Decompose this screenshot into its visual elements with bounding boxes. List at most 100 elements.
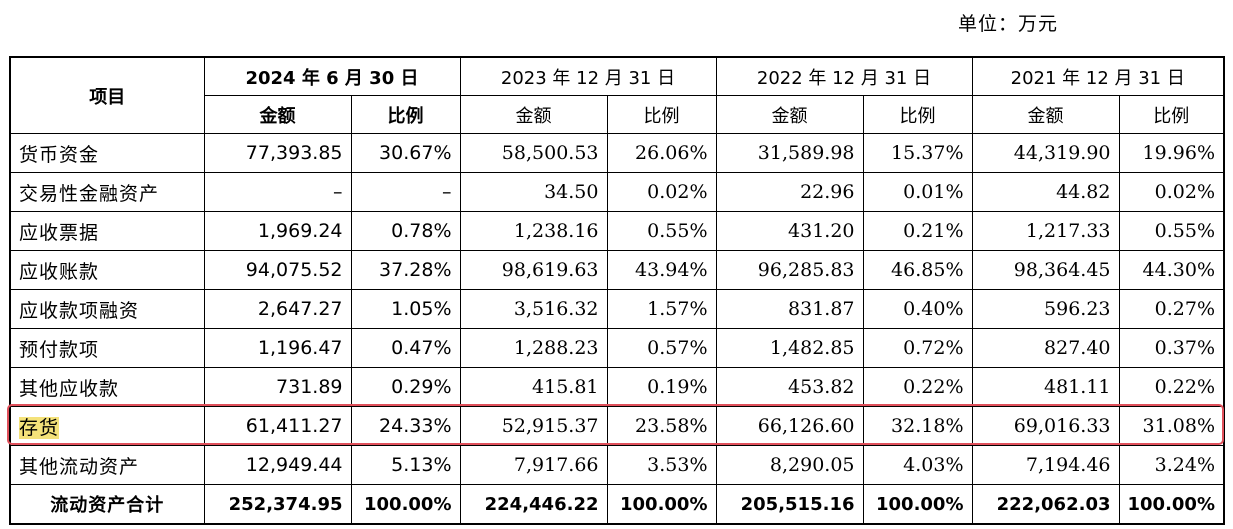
cell-amount: 1,288.23 bbox=[459, 328, 608, 368]
cell-amount: 431.20 bbox=[715, 211, 864, 251]
header-ratio: 比例 bbox=[862, 95, 973, 134]
cell-ratio: 0.55% bbox=[606, 211, 717, 251]
cell-amount: 58,500.53 bbox=[459, 133, 608, 173]
cell-ratio: 4.03% bbox=[862, 445, 973, 485]
cell-ratio: 26.06% bbox=[606, 133, 717, 173]
row-label: 预付款项 bbox=[9, 328, 205, 368]
cell-ratio: 46.85% bbox=[862, 250, 973, 290]
cell-ratio: 24.33% bbox=[350, 406, 461, 446]
header-item: 项目 bbox=[9, 56, 205, 134]
cell-ratio: 37.28% bbox=[350, 250, 461, 290]
cell-amount: – bbox=[203, 172, 352, 212]
row-label: 货币资金 bbox=[9, 133, 205, 173]
cell-amount: 44,319.90 bbox=[971, 133, 1120, 173]
cell-amount: 596.23 bbox=[971, 289, 1120, 329]
row-label: 其他流动资产 bbox=[9, 445, 205, 485]
table-row: 交易性金融资产 – – 34.50 0.02% 22.96 0.01% 44.8… bbox=[9, 172, 1225, 212]
cell-ratio: 15.37% bbox=[862, 133, 973, 173]
cell-amount: 252,374.95 bbox=[203, 484, 352, 525]
table-body: 货币资金 77,393.85 30.67% 58,500.53 26.06% 3… bbox=[9, 133, 1225, 525]
row-label: 交易性金融资产 bbox=[9, 172, 205, 212]
cell-amount: 61,411.27 bbox=[203, 406, 352, 446]
cell-ratio: 100.00% bbox=[350, 484, 461, 525]
table-header: 项目 2024 年 6 月 30 日 2023 年 12 月 31 日 2022… bbox=[9, 56, 1225, 134]
cell-ratio: 44.30% bbox=[1118, 250, 1225, 290]
header-ratio: 比例 bbox=[606, 95, 717, 134]
cell-amount: 7,194.46 bbox=[971, 445, 1120, 485]
cell-ratio: 1.05% bbox=[350, 289, 461, 329]
cell-amount: 44.82 bbox=[971, 172, 1120, 212]
header-amount: 金额 bbox=[715, 95, 864, 134]
cell-amount: 52,915.37 bbox=[459, 406, 608, 446]
cell-ratio: 0.02% bbox=[1118, 172, 1225, 212]
cell-ratio: 0.29% bbox=[350, 367, 461, 407]
cell-amount: 22.96 bbox=[715, 172, 864, 212]
cell-amount: 8,290.05 bbox=[715, 445, 864, 485]
current-assets-table: 项目 2024 年 6 月 30 日 2023 年 12 月 31 日 2022… bbox=[9, 56, 1225, 525]
cell-ratio: 32.18% bbox=[862, 406, 973, 446]
cell-ratio: 0.78% bbox=[350, 211, 461, 251]
cell-ratio: 0.22% bbox=[862, 367, 973, 407]
cell-ratio: 0.37% bbox=[1118, 328, 1225, 368]
header-period: 2022 年 12 月 31 日 bbox=[715, 56, 973, 96]
cell-amount: 1,196.47 bbox=[203, 328, 352, 368]
cell-amount: 831.87 bbox=[715, 289, 864, 329]
cell-ratio: 0.55% bbox=[1118, 211, 1225, 251]
table-row-highlighted: 存货 61,411.27 24.33% 52,915.37 23.58% 66,… bbox=[9, 406, 1225, 446]
cell-amount: 3,516.32 bbox=[459, 289, 608, 329]
cell-ratio: 0.72% bbox=[862, 328, 973, 368]
cell-ratio: 31.08% bbox=[1118, 406, 1225, 446]
cell-amount: 453.82 bbox=[715, 367, 864, 407]
cell-ratio: 0.57% bbox=[606, 328, 717, 368]
header-amount: 金额 bbox=[203, 95, 352, 134]
cell-ratio: 1.57% bbox=[606, 289, 717, 329]
cell-ratio: 0.47% bbox=[350, 328, 461, 368]
cell-ratio: 100.00% bbox=[1118, 484, 1225, 525]
cell-ratio: 43.94% bbox=[606, 250, 717, 290]
row-label: 应收款项融资 bbox=[9, 289, 205, 329]
table-row: 应收账款 94,075.52 37.28% 98,619.63 43.94% 9… bbox=[9, 250, 1225, 290]
table-row: 预付款项 1,196.47 0.47% 1,288.23 0.57% 1,482… bbox=[9, 328, 1225, 368]
cell-ratio: 0.19% bbox=[606, 367, 717, 407]
header-amount: 金额 bbox=[459, 95, 608, 134]
highlighted-text: 存货 bbox=[19, 416, 60, 439]
row-label: 存货 bbox=[9, 406, 205, 446]
cell-amount: 731.89 bbox=[203, 367, 352, 407]
header-amount: 金额 bbox=[971, 95, 1120, 134]
cell-ratio: 0.21% bbox=[862, 211, 973, 251]
cell-amount: 69,016.33 bbox=[971, 406, 1120, 446]
row-label: 应收账款 bbox=[9, 250, 205, 290]
cell-ratio: 3.24% bbox=[1118, 445, 1225, 485]
cell-amount: 98,619.63 bbox=[459, 250, 608, 290]
cell-amount: 1,969.24 bbox=[203, 211, 352, 251]
cell-ratio: 19.96% bbox=[1118, 133, 1225, 173]
cell-ratio: 30.67% bbox=[350, 133, 461, 173]
cell-amount: 98,364.45 bbox=[971, 250, 1120, 290]
cell-amount: 1,217.33 bbox=[971, 211, 1120, 251]
cell-amount: 34.50 bbox=[459, 172, 608, 212]
table-row: 应收票据 1,969.24 0.78% 1,238.16 0.55% 431.2… bbox=[9, 211, 1225, 251]
header-period: 2021 年 12 月 31 日 bbox=[971, 56, 1225, 96]
header-period: 2024 年 6 月 30 日 bbox=[203, 56, 461, 96]
cell-ratio: 0.27% bbox=[1118, 289, 1225, 329]
cell-ratio: 0.01% bbox=[862, 172, 973, 212]
cell-amount: 2,647.27 bbox=[203, 289, 352, 329]
cell-amount: 827.40 bbox=[971, 328, 1120, 368]
header-period: 2023 年 12 月 31 日 bbox=[459, 56, 717, 96]
cell-amount: 222,062.03 bbox=[971, 484, 1120, 525]
cell-ratio: – bbox=[350, 172, 461, 212]
row-label: 其他应收款 bbox=[9, 367, 205, 407]
table-row-total: 流动资产合计 252,374.95 100.00% 224,446.22 100… bbox=[9, 484, 1225, 525]
total-label: 流动资产合计 bbox=[9, 484, 205, 525]
cell-ratio: 0.22% bbox=[1118, 367, 1225, 407]
cell-ratio: 0.02% bbox=[606, 172, 717, 212]
header-ratio: 比例 bbox=[350, 95, 461, 134]
cell-amount: 77,393.85 bbox=[203, 133, 352, 173]
table-row: 货币资金 77,393.85 30.67% 58,500.53 26.06% 3… bbox=[9, 133, 1225, 173]
cell-amount: 205,515.16 bbox=[715, 484, 864, 525]
cell-amount: 7,917.66 bbox=[459, 445, 608, 485]
cell-ratio: 23.58% bbox=[606, 406, 717, 446]
table-row: 应收款项融资 2,647.27 1.05% 3,516.32 1.57% 831… bbox=[9, 289, 1225, 329]
unit-label: 单位：万元 bbox=[958, 13, 1059, 35]
cell-ratio: 100.00% bbox=[606, 484, 717, 525]
